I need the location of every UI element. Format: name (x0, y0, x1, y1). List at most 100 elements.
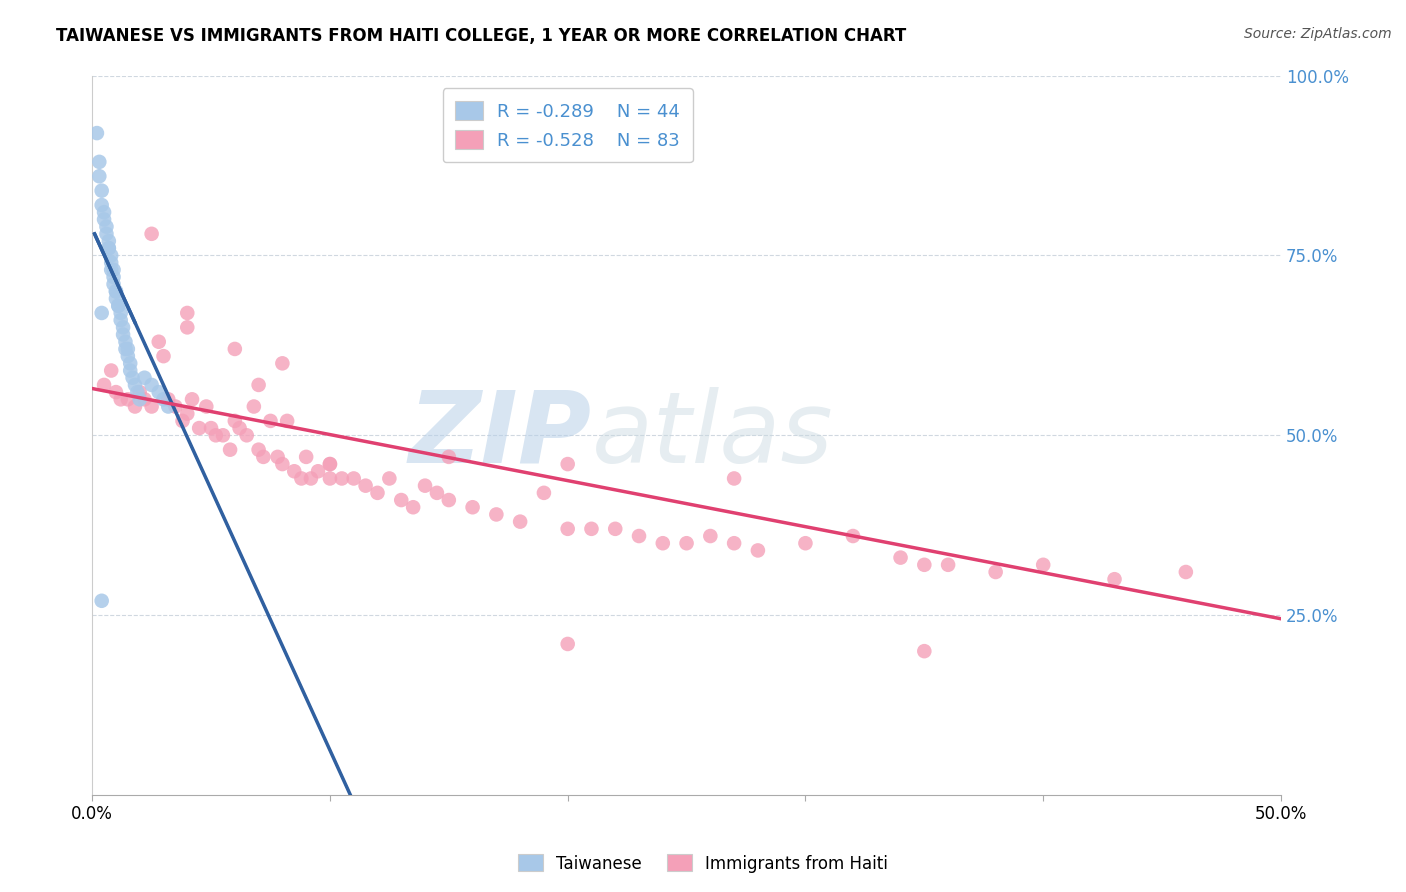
Point (121, 370, 143, 384)
Point (912, 644, 935, 658)
Point (319, 457, 342, 471)
Point (235, 428, 257, 442)
Point (157, 400, 180, 414)
Point (124, 400, 146, 414)
Point (343, 471, 366, 485)
Point (557, 637, 579, 651)
Point (794, 536, 817, 550)
Text: TAIWANESE VS IMMIGRANTS FROM HAITI COLLEGE, 1 YEAR OR MORE CORRELATION CHART: TAIWANESE VS IMMIGRANTS FROM HAITI COLLE… (56, 27, 907, 45)
Point (104, 292, 127, 306)
Point (378, 471, 401, 485)
Point (148, 385, 170, 400)
Point (100, 255, 122, 269)
Point (319, 457, 342, 471)
Point (723, 471, 745, 485)
Point (295, 450, 318, 464)
Point (112, 327, 135, 342)
Point (117, 342, 139, 356)
Point (912, 558, 935, 572)
Point (114, 342, 136, 356)
Point (627, 529, 650, 543)
Point (93, 205, 115, 219)
Point (936, 558, 959, 572)
Point (330, 471, 353, 485)
Point (141, 378, 163, 392)
Point (247, 378, 270, 392)
Point (243, 400, 266, 414)
Point (107, 299, 129, 313)
Point (557, 457, 579, 471)
Point (557, 522, 579, 536)
Point (276, 414, 298, 428)
Point (90, 306, 112, 320)
Point (103, 262, 125, 277)
Point (247, 442, 270, 457)
Point (96, 227, 118, 241)
Point (104, 285, 127, 299)
Point (461, 500, 484, 515)
Point (1032, 558, 1054, 572)
Point (271, 457, 294, 471)
Point (224, 342, 246, 356)
Point (176, 407, 198, 421)
Text: atlas: atlas (592, 387, 834, 483)
Point (97, 241, 120, 255)
Point (90, 198, 112, 212)
Point (437, 450, 460, 464)
Point (581, 522, 603, 536)
Point (188, 421, 211, 435)
Point (389, 493, 412, 508)
Point (402, 500, 425, 515)
Point (319, 471, 342, 485)
Point (842, 529, 865, 543)
Point (1174, 565, 1197, 579)
Point (1104, 572, 1126, 586)
Point (426, 486, 449, 500)
Point (86, 126, 108, 140)
Point (110, 313, 132, 327)
Point (181, 392, 204, 407)
Point (176, 306, 198, 320)
Text: ZIP: ZIP (409, 387, 592, 483)
Point (259, 414, 281, 428)
Text: Source: ZipAtlas.com: Source: ZipAtlas.com (1244, 27, 1392, 41)
Point (605, 522, 627, 536)
Point (165, 400, 187, 414)
Point (200, 421, 222, 435)
Point (104, 385, 127, 400)
Point (97, 234, 120, 248)
Point (437, 493, 460, 508)
Point (114, 334, 136, 349)
Point (89, 154, 111, 169)
Point (89, 169, 111, 184)
Point (354, 478, 377, 492)
Point (204, 428, 226, 442)
Point (172, 414, 194, 428)
Point (228, 421, 250, 435)
Point (120, 356, 142, 370)
Point (120, 363, 142, 377)
Point (127, 385, 149, 400)
Point (984, 565, 1007, 579)
Point (271, 356, 294, 370)
Point (413, 478, 436, 492)
Point (110, 306, 132, 320)
Point (509, 515, 531, 529)
Point (100, 248, 122, 262)
Point (533, 486, 555, 500)
Point (103, 277, 125, 292)
Point (747, 543, 769, 558)
Point (96, 219, 118, 234)
Point (90, 184, 112, 198)
Point (219, 442, 242, 457)
Point (252, 450, 274, 464)
Point (128, 392, 150, 407)
Point (266, 450, 288, 464)
Point (103, 270, 125, 285)
Point (307, 464, 329, 478)
Point (107, 299, 129, 313)
Point (104, 285, 127, 299)
Point (110, 392, 132, 407)
Point (152, 392, 174, 407)
Point (366, 486, 388, 500)
